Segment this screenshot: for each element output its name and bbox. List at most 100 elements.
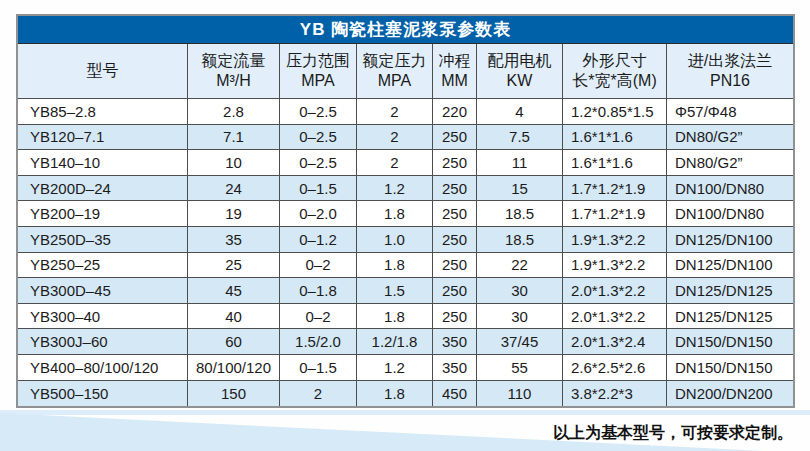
- cell-model: YB500–150: [18, 381, 188, 407]
- cell-motor: 55: [477, 355, 563, 380]
- table-row: YB500–150 150 2 1.8 450 110 3.8*2.2*3 DN…: [18, 381, 793, 407]
- cell-rated-pressure: 1.2: [357, 176, 433, 201]
- cell-stroke: 220: [433, 99, 477, 124]
- cell-model: YB300D–45: [18, 278, 188, 303]
- cell-flow: 7.1: [188, 125, 280, 150]
- cell-flange: DN100/DN80: [667, 201, 793, 226]
- table-row: YB120–7.1 7.1 0–2.5 2 250 7.5 1.6*1*1.6 …: [18, 125, 793, 151]
- cell-dimensions: 2.0*1.3*2.2: [563, 304, 667, 329]
- cell-motor: 22: [477, 253, 563, 278]
- cell-stroke: 250: [433, 150, 477, 175]
- cell-model: YB200D–24: [18, 176, 188, 201]
- pump-parameter-table: YB 陶瓷柱塞泥浆泵参数表 型号 额定流量 M³/H 压力范围 MPA 额定压力…: [16, 14, 795, 408]
- cell-flow: 40: [188, 304, 280, 329]
- decor-strip: [0, 410, 810, 415]
- cell-dimensions: 2.6*2.5*2.6: [563, 355, 667, 380]
- cell-motor: 7.5: [477, 125, 563, 150]
- cell-pressure-range: 0–2: [280, 253, 357, 278]
- cell-model: YB140–10: [18, 150, 188, 175]
- cell-stroke: 250: [433, 201, 477, 226]
- cell-flow: 150: [188, 381, 280, 407]
- cell-dimensions: 2.0*1.3*2.2: [563, 278, 667, 303]
- table-row: YB250–25 25 0–2 1.8 250 22 1.9*1.3*2.2 D…: [18, 253, 793, 279]
- cell-stroke: 250: [433, 304, 477, 329]
- cell-model: YB200–19: [18, 201, 188, 226]
- cell-rated-pressure: 1.8: [357, 201, 433, 226]
- cell-flange: DN125/DN125: [667, 304, 793, 329]
- cell-flow: 19: [188, 201, 280, 226]
- column-header: 配用电机 KW: [477, 44, 563, 98]
- cell-pressure-range: 0–2.5: [280, 99, 357, 124]
- column-header: 外形尺寸 长*宽*高(M): [563, 44, 667, 98]
- column-header: 冲程 MM: [433, 44, 477, 98]
- cell-rated-pressure: 1.0: [357, 227, 433, 252]
- cell-flow: 2.8: [188, 99, 280, 124]
- cell-flange: DN125/DN100: [667, 253, 793, 278]
- cell-dimensions: 1.6*1*1.6: [563, 150, 667, 175]
- cell-rated-pressure: 2: [357, 150, 433, 175]
- cell-flange: DN200/DN200: [667, 381, 793, 407]
- cell-dimensions: 2.0*1.3*2.4: [563, 329, 667, 354]
- column-header: 压力范围 MPA: [280, 44, 357, 98]
- cell-pressure-range: 1.5/2.0: [280, 329, 357, 354]
- cell-dimensions: 1.7*1.2*1.9: [563, 176, 667, 201]
- cell-model: YB85–2.8: [18, 99, 188, 124]
- cell-rated-pressure: 1.2/1.8: [357, 329, 433, 354]
- cell-stroke: 250: [433, 176, 477, 201]
- cell-stroke: 350: [433, 355, 477, 380]
- table-row: YB300–40 40 0–2 1.8 250 30 2.0*1.3*2.2 D…: [18, 304, 793, 330]
- cell-flange: DN80/G2”: [667, 125, 793, 150]
- cell-rated-pressure: 1.5: [357, 278, 433, 303]
- cell-rated-pressure: 1.8: [357, 253, 433, 278]
- cell-flow: 80/100/120: [188, 355, 280, 380]
- cell-pressure-range: 0–2.5: [280, 150, 357, 175]
- cell-stroke: 250: [433, 253, 477, 278]
- cell-model: YB250–25: [18, 253, 188, 278]
- cell-pressure-range: 0–2.5: [280, 125, 357, 150]
- cell-rated-pressure: 2: [357, 125, 433, 150]
- cell-model: YB120–7.1: [18, 125, 188, 150]
- table-row: YB300J–60 60 1.5/2.0 1.2/1.8 350 37/45 2…: [18, 329, 793, 355]
- cell-stroke: 250: [433, 278, 477, 303]
- cell-flow: 10: [188, 150, 280, 175]
- cell-flange: DN150/DN150: [667, 329, 793, 354]
- cell-motor: 30: [477, 304, 563, 329]
- cell-motor: 18.5: [477, 201, 563, 226]
- cell-motor: 30: [477, 278, 563, 303]
- table-body: YB85–2.8 2.8 0–2.5 2 220 4 1.2*0.85*1.5 …: [18, 99, 793, 406]
- table-header-row: 型号 额定流量 M³/H 压力范围 MPA 额定压力 MPA 冲程 MM 配用电…: [18, 44, 793, 99]
- cell-pressure-range: 0–1.2: [280, 227, 357, 252]
- cell-pressure-range: 0–1.5: [280, 355, 357, 380]
- column-header: 额定压力 MPA: [357, 44, 433, 98]
- cell-pressure-range: 0–1.8: [280, 278, 357, 303]
- cell-motor: 37/45: [477, 329, 563, 354]
- cell-stroke: 250: [433, 227, 477, 252]
- cell-model: YB300–40: [18, 304, 188, 329]
- page: YB 陶瓷柱塞泥浆泵参数表 型号 额定流量 M³/H 压力范围 MPA 额定压力…: [0, 0, 810, 451]
- table-row: YB200–19 19 0–2.0 1.8 250 18.5 1.7*1.2*1…: [18, 201, 793, 227]
- cell-rated-pressure: 1.8: [357, 381, 433, 407]
- cell-stroke: 250: [433, 125, 477, 150]
- cell-flange: DN150/DN150: [667, 355, 793, 380]
- cell-flow: 35: [188, 227, 280, 252]
- cell-flow: 60: [188, 329, 280, 354]
- footer-note: 以上为基本型号，可按要求定制。: [553, 423, 793, 444]
- table-title: YB 陶瓷柱塞泥浆泵参数表: [18, 16, 793, 44]
- table-row: YB300D–45 45 0–1.8 1.5 250 30 2.0*1.3*2.…: [18, 278, 793, 304]
- table-row: YB85–2.8 2.8 0–2.5 2 220 4 1.2*0.85*1.5 …: [18, 99, 793, 125]
- cell-flange: DN100/DN80: [667, 176, 793, 201]
- cell-flow: 25: [188, 253, 280, 278]
- column-header: 额定流量 M³/H: [188, 44, 280, 98]
- cell-dimensions: 1.6*1*1.6: [563, 125, 667, 150]
- cell-motor: 4: [477, 99, 563, 124]
- cell-flow: 24: [188, 176, 280, 201]
- cell-motor: 15: [477, 176, 563, 201]
- cell-rated-pressure: 1.8: [357, 304, 433, 329]
- cell-rated-pressure: 1.2: [357, 355, 433, 380]
- cell-pressure-range: 2: [280, 381, 357, 407]
- cell-motor: 11: [477, 150, 563, 175]
- cell-dimensions: 3.8*2.2*3: [563, 381, 667, 407]
- cell-dimensions: 1.9*1.3*2.2: [563, 227, 667, 252]
- column-header: 进/出浆法兰 PN16: [667, 44, 793, 98]
- cell-motor: 110: [477, 381, 563, 407]
